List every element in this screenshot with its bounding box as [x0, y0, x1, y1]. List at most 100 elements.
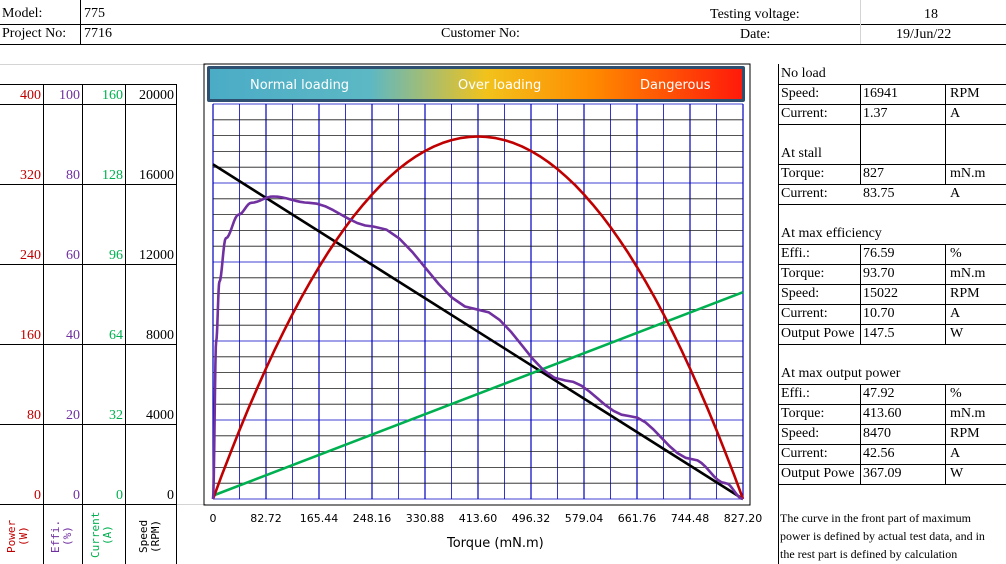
- param-label: Torque:: [781, 406, 825, 421]
- param-label: Output Powe: [781, 326, 855, 341]
- param-row-line: [778, 124, 1006, 125]
- param-row-line: [778, 304, 1006, 305]
- power-tick: 0: [34, 488, 41, 503]
- tick-row-line: [0, 424, 176, 425]
- param-unit: A: [950, 106, 961, 121]
- param-label: Torque:: [781, 266, 825, 281]
- plot-frame: [203, 63, 751, 506]
- param-row-line: [778, 264, 1006, 265]
- tick-row-line: [0, 104, 176, 105]
- param-block-title: No load: [781, 66, 826, 81]
- param-row-line: [778, 184, 1006, 185]
- power-tick: 160: [20, 328, 41, 343]
- param-unit: RPM: [950, 86, 980, 101]
- param-label: Effi.:: [781, 386, 810, 401]
- x-tick-label: 744.48: [671, 512, 710, 525]
- x-axis-label: Torque (mN.m): [447, 536, 544, 551]
- param-block-title: At stall: [781, 146, 822, 161]
- power-tick: 80: [27, 408, 41, 423]
- series-line: [212, 163, 744, 501]
- param-label: Speed:: [781, 286, 820, 301]
- param-value: 827: [863, 166, 884, 181]
- param-unit: %: [950, 386, 962, 401]
- x-tick-label: 330.88: [406, 512, 445, 525]
- param-value: 83.75: [863, 186, 895, 201]
- param-row-line: [778, 444, 1006, 445]
- x-tick-label: 827.20: [724, 512, 763, 525]
- power-tick: 400: [20, 88, 41, 103]
- param-value: 15022: [863, 286, 898, 301]
- param-label: Current:: [781, 446, 828, 461]
- param-label: Torque:: [781, 166, 825, 181]
- speed-tick: 0: [167, 488, 174, 503]
- over-loading-label: Over loading: [458, 78, 542, 93]
- param-unit: W: [950, 466, 964, 481]
- x-tick-label: 82.72: [250, 512, 282, 525]
- effi-tick: 0: [73, 488, 80, 503]
- param-value: 16941: [863, 86, 898, 101]
- param-value: 413.60: [863, 406, 902, 421]
- param-row-line: [778, 424, 1006, 425]
- effi-tick: 40: [66, 328, 80, 343]
- project-label: Project No:: [2, 26, 67, 41]
- param-block-title: At max efficiency: [781, 226, 882, 241]
- speed-axis-label: Speed (RPM): [137, 519, 162, 553]
- power-axis-label: Power (W): [5, 519, 30, 553]
- normal-loading-label: Normal loading: [250, 78, 350, 93]
- param-unit: A: [950, 306, 961, 321]
- loading-banner: Normal loading Over loading Dangerous: [207, 66, 745, 102]
- param-unit: mN.m: [950, 166, 986, 181]
- param-divider: [778, 244, 1006, 245]
- param-label: Output Powe: [781, 466, 855, 481]
- param-value: 42.56: [863, 446, 895, 461]
- param-row-line: [778, 284, 1006, 285]
- param-row-line: [778, 324, 1006, 325]
- param-unit: RPM: [950, 286, 980, 301]
- speed-tick: 20000: [139, 88, 174, 103]
- power-tick: 320: [20, 168, 41, 183]
- effi-tick: 100: [59, 88, 80, 103]
- param-label: Effi.:: [781, 246, 810, 261]
- x-tick-label: 496.32: [512, 512, 551, 525]
- voltage-value: 18: [924, 7, 938, 22]
- series-line: [212, 290, 744, 497]
- param-value: 10.70: [863, 306, 895, 321]
- speed-tick: 16000: [139, 168, 174, 183]
- current-tick: 160: [102, 88, 123, 103]
- param-label: Current:: [781, 306, 828, 321]
- effi-tick: 60: [66, 248, 80, 263]
- param-unit: mN.m: [950, 266, 986, 281]
- effi-tick: 80: [66, 168, 80, 183]
- param-label: Current:: [781, 106, 828, 121]
- param-value: 1.37: [863, 106, 888, 121]
- speed-tick: 12000: [139, 248, 174, 263]
- tick-row-line: [0, 344, 176, 345]
- param-row-line: [778, 204, 1006, 205]
- param-row-line: [778, 484, 1006, 485]
- x-tick-label: 413.60: [459, 512, 498, 525]
- param-label: Speed:: [781, 86, 820, 101]
- speed-tick: 8000: [146, 328, 174, 343]
- param-unit: A: [950, 186, 961, 201]
- voltage-label: Testing voltage:: [710, 7, 800, 22]
- x-tick-label: 661.76: [618, 512, 657, 525]
- power-tick: 240: [20, 248, 41, 263]
- param-value: 8470: [863, 426, 891, 441]
- param-block-title: At max output power: [781, 366, 901, 381]
- model-label: Model:: [2, 6, 43, 21]
- current-tick: 96: [109, 248, 123, 263]
- param-value: 76.59: [863, 246, 895, 261]
- current-tick: 32: [109, 408, 123, 423]
- param-unit: A: [950, 446, 961, 461]
- param-unit: W: [950, 326, 964, 341]
- tick-row-line: [0, 184, 176, 185]
- dangerous-label: Dangerous: [640, 78, 711, 93]
- param-unit: mN.m: [950, 406, 986, 421]
- param-value: 367.09: [863, 466, 902, 481]
- current-axis-label: Current (A): [89, 511, 114, 559]
- x-tick-label: 0: [210, 512, 217, 525]
- param-divider: [778, 164, 1006, 165]
- curve-note: The curve in the front part of maximum p…: [780, 511, 985, 561]
- current-tick: 64: [109, 328, 123, 343]
- customer-label: Customer No:: [441, 26, 520, 41]
